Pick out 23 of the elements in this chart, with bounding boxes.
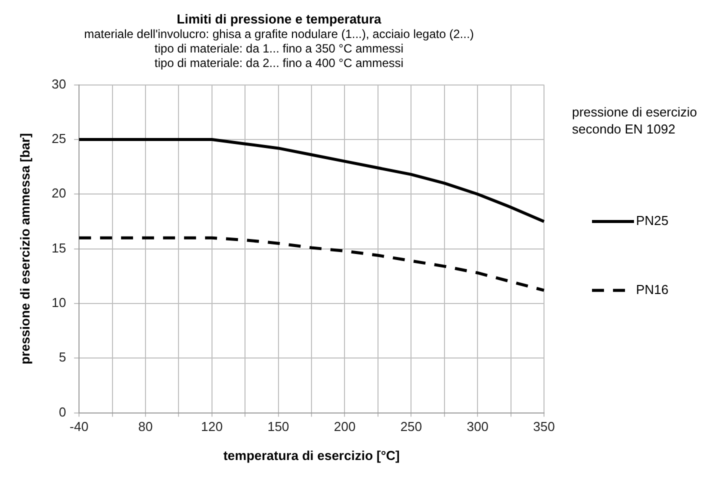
y-tick-label: 30 (52, 76, 66, 92)
legend-title: pressione di esercizio secondo EN 1092 (572, 104, 698, 136)
x-tick-label: 250 (400, 419, 422, 434)
y-tick-label: 5 (58, 350, 66, 365)
x-tick-label: 300 (466, 419, 488, 434)
y-tick-label: 15 (52, 240, 66, 256)
y-tick-label: 10 (52, 295, 66, 310)
x-tick-label: 200 (334, 419, 356, 434)
x-tick-label: 150 (267, 419, 290, 434)
chart-title: Limiti di pressione e temperatura (176, 11, 382, 26)
x-axis-title: temperatura di esercizio [°C] (223, 448, 400, 463)
legend-label: PN25 (636, 213, 669, 228)
y-tick-label: 0 (58, 404, 66, 420)
line-series (78, 236, 546, 292)
x-tick-label: 120 (201, 419, 223, 434)
y-tick-label: 20 (52, 186, 66, 201)
y-axis-title: pressione di esercizio ammessa [bar] (17, 133, 32, 364)
x-tick-label: -40 (70, 419, 88, 434)
chart-subtitle: materiale dell'involucro: ghisa a grafite nodulare (1...), acciaio legato (2...) tipo di materiale: da 1... fino a 350 °C ammessi tipo di materiale: da 2... fino a 400 °C ammessi (84, 27, 474, 70)
x-tick-label: 350 (533, 419, 555, 434)
x-tick-label: 80 (138, 419, 153, 434)
legend-label: PN16 (636, 282, 669, 297)
y-tick-label: 25 (52, 131, 66, 146)
